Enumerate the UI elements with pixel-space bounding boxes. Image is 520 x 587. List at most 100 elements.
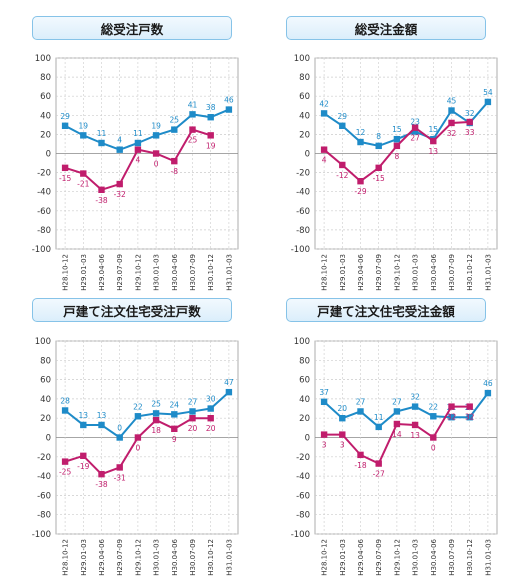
- data-point: [98, 421, 105, 429]
- y-tick-label: -80: [296, 511, 310, 521]
- data-label: 22: [429, 402, 439, 411]
- data-point: [411, 403, 419, 410]
- data-point: [339, 415, 346, 422]
- y-tick-label: 20: [40, 414, 51, 424]
- x-tick-label: H29.10-12: [393, 539, 401, 576]
- x-tick-label: H30.07-09: [448, 254, 456, 291]
- data-label: 19: [206, 141, 216, 150]
- data-point: [171, 157, 178, 165]
- data-point: [393, 135, 401, 143]
- y-tick-label: -40: [37, 472, 51, 482]
- x-tick-label: H30.01-03: [153, 539, 161, 576]
- x-tick-label: H31.01-03: [225, 254, 233, 291]
- data-point: [152, 410, 160, 417]
- data-point: [320, 110, 328, 117]
- chart-title-1: 総受注戸数: [32, 16, 232, 40]
- data-label: -27: [373, 470, 385, 479]
- data-label: 25: [188, 136, 198, 145]
- chart-svg-3: 100 80 60 40 20 0 -20 -40 -60 -80 -100 H28.10-12 H29…: [32, 337, 239, 576]
- data-label: 20: [188, 424, 198, 433]
- x-tick-label: H29.01-03: [80, 539, 88, 576]
- data-point: [134, 413, 142, 420]
- data-label: 29: [338, 112, 348, 121]
- data-label: 32: [447, 413, 457, 422]
- data-label: 32: [447, 129, 457, 138]
- data-point: [171, 126, 178, 133]
- x-tick-label: H29.04-06: [98, 253, 106, 290]
- data-label: 25: [170, 116, 180, 125]
- data-point: [98, 139, 105, 147]
- y-tick-label: 0: [46, 150, 51, 160]
- data-label: -25: [59, 468, 71, 477]
- data-point: [116, 464, 123, 471]
- series-line-0: [323, 101, 489, 147]
- chart-title-4: 戸建て注文住宅受注金額: [286, 298, 486, 322]
- y-tick-label: -40: [296, 472, 310, 482]
- data-label: -8: [171, 167, 179, 176]
- data-point: [98, 186, 105, 193]
- data-label: -32: [114, 190, 126, 199]
- data-point: [393, 142, 401, 150]
- series-line-0: [64, 391, 230, 439]
- y-tick-label: 60: [40, 92, 51, 102]
- y-tick-label: 60: [299, 376, 310, 386]
- y-tick-label: 80: [299, 73, 310, 83]
- chart-title-3: 戸建て注文住宅受注戸数: [32, 298, 232, 322]
- y-tick-label: -40: [296, 188, 310, 198]
- x-tick-label: H31.01-03: [484, 539, 492, 576]
- x-tick-label: H31.01-03: [225, 539, 233, 576]
- data-label: 25: [151, 399, 161, 408]
- data-point: [98, 470, 105, 478]
- data-label: 3: [340, 441, 345, 450]
- data-point: [339, 431, 346, 438]
- y-tick-label: 0: [46, 434, 51, 444]
- y-tick-label: -80: [296, 226, 310, 236]
- data-point: [393, 420, 401, 428]
- data-label: 8: [376, 132, 381, 141]
- y-tick-label: -60: [37, 207, 51, 217]
- data-label: 3: [322, 441, 327, 450]
- y-tick-label: 0: [305, 150, 310, 160]
- data-label: 32: [465, 109, 475, 118]
- x-tick-label: H28.10-12: [321, 254, 329, 291]
- data-label: 13: [410, 431, 420, 440]
- data-label: 46: [483, 379, 493, 388]
- x-tick-label: H30.04-06: [171, 538, 179, 575]
- y-tick-label: 80: [40, 73, 51, 83]
- data-label: 13: [97, 411, 107, 420]
- data-point: [189, 126, 196, 133]
- data-point: [152, 132, 160, 139]
- data-label: 9: [172, 435, 177, 444]
- data-label: -18: [354, 461, 366, 470]
- data-point: [171, 425, 178, 433]
- y-tick-label: 60: [299, 92, 310, 102]
- data-point: [152, 150, 160, 157]
- x-tick-label: H29.04-06: [98, 538, 106, 575]
- data-point: [320, 431, 328, 438]
- data-point: [207, 132, 214, 139]
- data-point: [189, 111, 196, 118]
- data-label: 4: [322, 156, 327, 165]
- x-tick-label: H30.07-09: [448, 539, 456, 576]
- data-label: 8: [395, 152, 400, 161]
- data-label: 19: [79, 121, 89, 130]
- y-tick-label: 20: [40, 130, 51, 140]
- data-label: 18: [151, 426, 161, 435]
- data-label: 20: [206, 424, 216, 433]
- x-tick-label: H29.07-09: [116, 254, 124, 291]
- data-point: [448, 107, 455, 114]
- y-tick-label: 40: [299, 111, 310, 121]
- data-label: 13: [79, 411, 89, 420]
- x-tick-label: H29.01-03: [339, 539, 347, 576]
- y-tick-label: -60: [296, 207, 310, 217]
- data-point: [320, 398, 328, 405]
- data-label: 38: [206, 103, 216, 112]
- data-point: [448, 403, 455, 410]
- x-tick-label: H30.01-03: [412, 539, 420, 576]
- data-point: [207, 405, 214, 412]
- data-label: 11: [97, 129, 107, 138]
- x-tick-label: H30.07-09: [189, 539, 197, 576]
- data-label: -12: [336, 171, 348, 180]
- data-label: 32: [410, 393, 420, 402]
